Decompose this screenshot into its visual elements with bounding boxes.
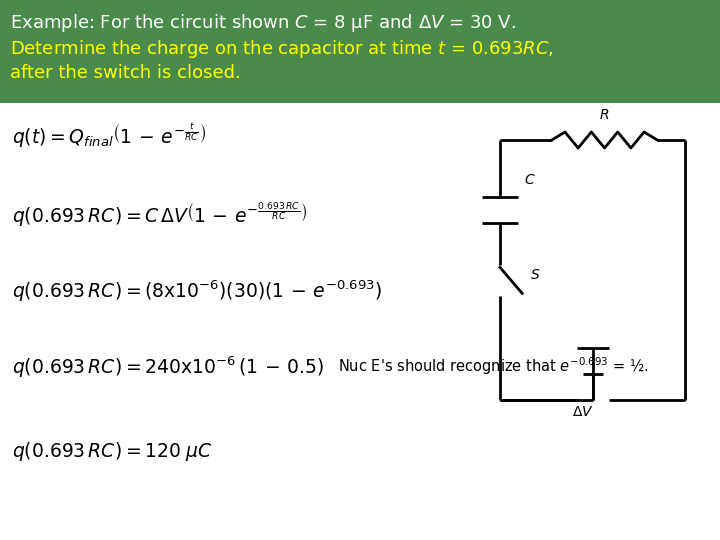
Text: Example: For the circuit shown $C$ = 8 μF and $\Delta V$ = 30 V.: Example: For the circuit shown $C$ = 8 μ…: [10, 12, 516, 34]
Text: $R$: $R$: [599, 108, 610, 122]
Text: Determine the charge on the capacitor at time $t$ = 0.693$RC$,: Determine the charge on the capacitor at…: [10, 38, 554, 60]
Text: after the switch is closed.: after the switch is closed.: [10, 64, 240, 82]
Text: $S$: $S$: [530, 268, 540, 282]
Text: $C$: $C$: [524, 173, 536, 187]
Text: $q(0.693\,RC) = 120\;\mu C$: $q(0.693\,RC) = 120\;\mu C$: [12, 440, 212, 463]
Text: Nuc E's should recognize that $e^{-0.693}$ = ½.: Nuc E's should recognize that $e^{-0.693…: [338, 355, 649, 377]
FancyBboxPatch shape: [0, 0, 720, 103]
Text: $\Delta V$: $\Delta V$: [572, 405, 594, 419]
Text: $q(0.693\,RC) = C\,\Delta V\left(1\,-\,e^{-\frac{0.693\,RC}{RC}}\right)$: $q(0.693\,RC) = C\,\Delta V\left(1\,-\,e…: [12, 200, 307, 228]
Text: $q(0.693\,RC) = (8\mathrm{x}10^{-6})(30)(1\,-\,e^{-0.693})$: $q(0.693\,RC) = (8\mathrm{x}10^{-6})(30)…: [12, 278, 382, 303]
Text: $q(t) = Q_{final}\left(1\,-\,e^{-\frac{t}{RC}}\right)$: $q(t) = Q_{final}\left(1\,-\,e^{-\frac{t…: [12, 122, 206, 150]
Text: $q(0.693\,RC) = 240\mathrm{x}10^{-6}\,(1\,-\,0.5)$: $q(0.693\,RC) = 240\mathrm{x}10^{-6}\,(1…: [12, 355, 324, 381]
